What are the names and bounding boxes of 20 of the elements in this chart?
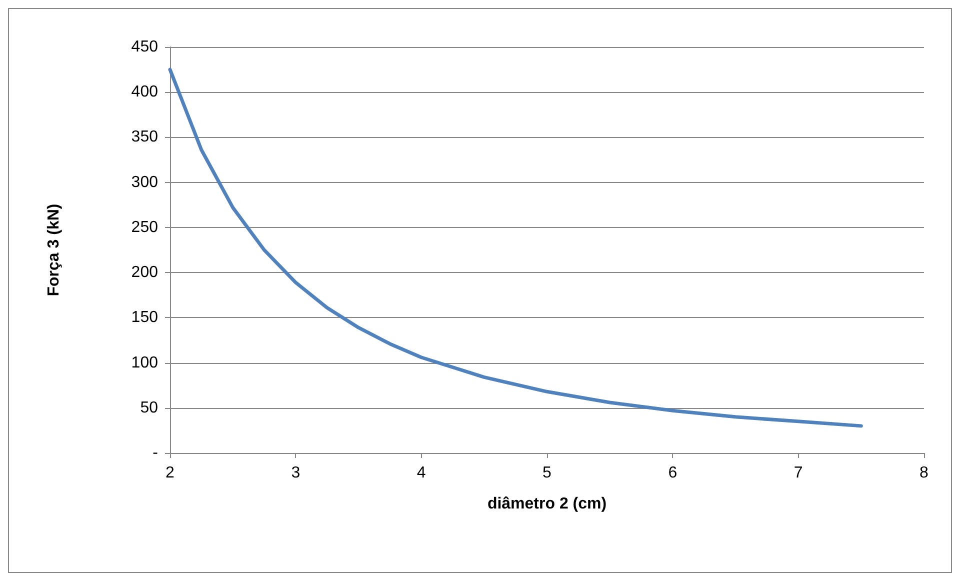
x-tick-label: 5 <box>542 464 552 482</box>
y-tick-label: 150 <box>131 309 158 326</box>
y-tick-label: 350 <box>131 128 158 146</box>
y-tick-label: - <box>152 444 158 462</box>
x-tick-label: 2 <box>166 464 175 482</box>
y-tick-label: 250 <box>131 218 158 236</box>
x-tick-label: 8 <box>920 464 929 482</box>
x-axis-title: diâmetro 2 (cm) <box>487 496 607 512</box>
y-tick-label: 300 <box>131 174 158 191</box>
y-tick-label: 400 <box>131 84 158 101</box>
y-tick-label: 450 <box>131 38 158 56</box>
x-tick-label: 6 <box>668 464 678 482</box>
line-series <box>168 68 863 428</box>
x-tick-label: 3 <box>291 464 300 482</box>
y-tick-label: 200 <box>131 264 158 282</box>
y-axis-title: Força 3 (kN) <box>46 204 62 296</box>
y-tick-label: 100 <box>131 354 158 372</box>
y-tick-label: 50 <box>140 399 158 416</box>
x-tick-label: 4 <box>416 464 426 482</box>
x-tick-label: 7 <box>794 464 803 482</box>
